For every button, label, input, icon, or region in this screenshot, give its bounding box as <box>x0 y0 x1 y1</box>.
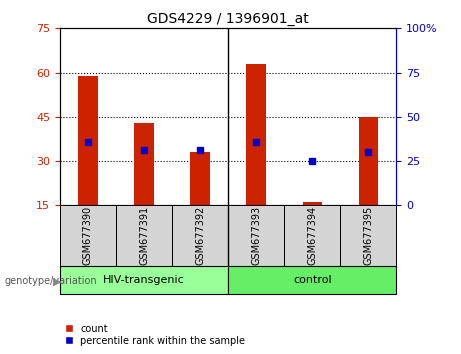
FancyBboxPatch shape <box>340 205 396 266</box>
Bar <box>247 64 266 205</box>
Text: control: control <box>293 275 331 285</box>
FancyBboxPatch shape <box>172 205 228 266</box>
Bar <box>78 75 98 205</box>
FancyBboxPatch shape <box>284 205 340 266</box>
Text: GSM677391: GSM677391 <box>139 206 149 265</box>
Bar <box>359 117 378 205</box>
Text: GSM677395: GSM677395 <box>363 206 373 265</box>
Text: GSM677392: GSM677392 <box>195 206 205 265</box>
FancyBboxPatch shape <box>116 205 172 266</box>
Text: HIV-transgenic: HIV-transgenic <box>103 275 185 285</box>
FancyBboxPatch shape <box>228 266 396 294</box>
Bar <box>190 152 210 205</box>
Bar <box>134 123 154 205</box>
Text: GSM677394: GSM677394 <box>307 206 317 265</box>
Text: GSM677390: GSM677390 <box>83 206 93 265</box>
Text: GSM677393: GSM677393 <box>251 206 261 265</box>
Bar <box>302 202 322 205</box>
Text: ▶: ▶ <box>53 276 61 286</box>
Title: GDS4229 / 1396901_at: GDS4229 / 1396901_at <box>148 12 309 26</box>
FancyBboxPatch shape <box>60 205 116 266</box>
FancyBboxPatch shape <box>60 266 228 294</box>
FancyBboxPatch shape <box>228 205 284 266</box>
Legend: count, percentile rank within the sample: count, percentile rank within the sample <box>65 324 245 346</box>
Text: genotype/variation: genotype/variation <box>5 276 97 286</box>
